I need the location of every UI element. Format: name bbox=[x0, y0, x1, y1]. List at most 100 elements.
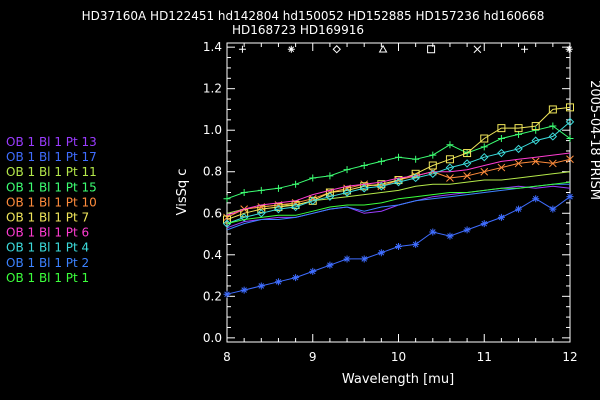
data-point bbox=[291, 200, 300, 209]
series-3 bbox=[226, 171, 571, 214]
symbol-marker bbox=[427, 45, 436, 54]
data-point bbox=[480, 167, 489, 176]
data-point bbox=[548, 132, 558, 141]
y-tick-label: 0.6 bbox=[203, 206, 222, 220]
data-point bbox=[394, 176, 403, 185]
series-8 bbox=[222, 117, 575, 228]
data-point bbox=[446, 232, 454, 240]
x-tick-label: 8 bbox=[223, 350, 231, 364]
data-point bbox=[222, 219, 232, 228]
chart-title: HD37160A HD122451 hd142804 hd150052 HD15… bbox=[82, 9, 545, 37]
data-point bbox=[531, 122, 540, 131]
data-point bbox=[566, 193, 574, 201]
data-point bbox=[429, 151, 437, 159]
data-point bbox=[257, 209, 266, 218]
legend-entry: OB 1 Bl 1 Pt 17 bbox=[6, 150, 97, 164]
data-point bbox=[240, 209, 249, 218]
data-point bbox=[223, 290, 231, 298]
data-point bbox=[445, 155, 454, 164]
y-axis: 0.0 0.2 0.4 0.6 0.8 1.0 1.2 1.4 bbox=[203, 40, 570, 345]
data-point bbox=[274, 278, 282, 286]
legend-entry: OB 1 Bl 1 Pt 6 bbox=[6, 226, 89, 240]
data-point bbox=[446, 141, 454, 149]
series-10 bbox=[226, 181, 571, 225]
series-6 bbox=[223, 103, 574, 224]
series-line bbox=[226, 181, 571, 225]
data-point bbox=[292, 274, 300, 282]
data-point bbox=[514, 159, 523, 168]
symbol-marker bbox=[378, 44, 388, 53]
data-point bbox=[531, 157, 540, 166]
data-point bbox=[565, 117, 575, 127]
data-point bbox=[359, 184, 369, 193]
data-point bbox=[463, 149, 472, 158]
data-point bbox=[223, 195, 231, 203]
legend-entry: OB 1 Bl 1 Pt 1 bbox=[6, 271, 89, 285]
x-tick-label: 11 bbox=[477, 350, 492, 364]
data-point bbox=[462, 159, 472, 168]
y-tick-label: 1.4 bbox=[203, 40, 222, 54]
data-point bbox=[223, 213, 231, 222]
data-point bbox=[257, 205, 266, 214]
data-point bbox=[257, 186, 265, 194]
y-tick-label: 0.8 bbox=[203, 165, 222, 179]
data-point bbox=[566, 103, 574, 112]
series-line bbox=[226, 183, 570, 231]
date-instrument-label: 2005-04-18 PRISM bbox=[587, 80, 600, 200]
data-point bbox=[428, 169, 438, 179]
chart-title-line-1: HD37160A HD122451 hd142804 hd150052 HD15… bbox=[82, 9, 545, 23]
series-9 bbox=[226, 183, 570, 231]
x-axis-label: Wavelength [mu] bbox=[342, 372, 454, 387]
data-point bbox=[411, 169, 420, 178]
series-line bbox=[226, 106, 571, 220]
data-point bbox=[514, 124, 523, 133]
data-point bbox=[497, 124, 506, 133]
data-point bbox=[566, 155, 574, 164]
x-tick-label: 9 bbox=[309, 350, 317, 364]
data-point bbox=[377, 182, 386, 191]
data-point bbox=[342, 188, 352, 197]
data-point bbox=[377, 180, 386, 189]
data-point bbox=[343, 255, 351, 263]
data-point bbox=[395, 242, 402, 250]
data-point bbox=[291, 202, 300, 212]
legend-entry: OB 1 Bl 1 Pt 10 bbox=[6, 195, 97, 209]
data-point bbox=[240, 286, 248, 294]
data-point bbox=[549, 122, 557, 130]
y-tick-label: 0.4 bbox=[203, 248, 222, 262]
y-tick-label: 1.0 bbox=[203, 123, 222, 137]
data-point bbox=[360, 255, 368, 263]
symbol-marker bbox=[332, 45, 341, 54]
data-point bbox=[360, 162, 368, 170]
chart-title-line-2: HD168723 HD169916 bbox=[232, 23, 364, 37]
symbol-legend bbox=[238, 44, 573, 54]
data-point bbox=[497, 213, 505, 221]
data-point bbox=[326, 261, 334, 269]
data-point bbox=[377, 249, 385, 257]
data-point bbox=[274, 184, 282, 192]
data-point bbox=[309, 267, 317, 275]
symbol-marker bbox=[473, 45, 482, 54]
y-tick-label: 1.2 bbox=[203, 82, 222, 96]
data-point bbox=[326, 172, 334, 180]
y-tick-label: 0.0 bbox=[203, 331, 222, 345]
series-layer bbox=[222, 103, 575, 298]
data-point bbox=[240, 189, 248, 196]
legend-entry: OB 1 Bl 1 Pt 2 bbox=[6, 256, 89, 270]
y-tick-label: 0.2 bbox=[203, 289, 222, 303]
data-point bbox=[548, 159, 557, 168]
symbol-marker bbox=[565, 45, 573, 53]
data-point bbox=[325, 192, 335, 201]
data-point bbox=[497, 148, 506, 158]
data-point bbox=[531, 136, 540, 145]
data-point bbox=[343, 186, 352, 195]
data-point bbox=[257, 282, 265, 290]
data-point bbox=[395, 153, 402, 161]
data-point bbox=[446, 174, 454, 182]
data-point bbox=[343, 166, 351, 174]
data-point bbox=[445, 163, 455, 172]
data-point bbox=[549, 205, 557, 213]
data-point bbox=[515, 205, 523, 213]
